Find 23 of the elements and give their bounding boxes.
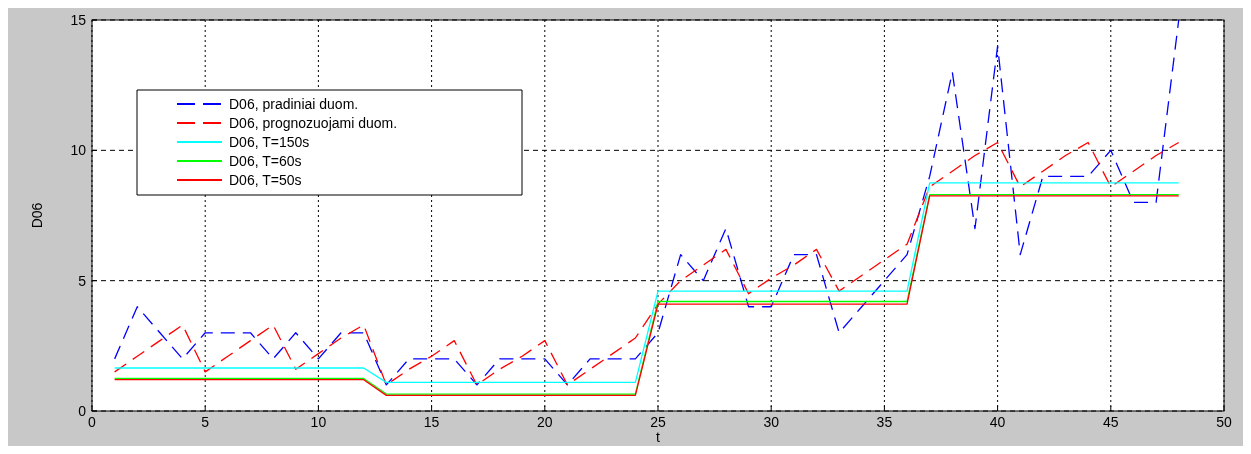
x-axis-title: t bbox=[656, 429, 661, 445]
legend-label: D06, prognozuojami duom. bbox=[229, 115, 398, 131]
line-series bbox=[113, 19, 1180, 386]
y-tick-label: 15 bbox=[70, 12, 87, 28]
legend-label: D06, T=50s bbox=[229, 172, 302, 188]
x-tick-label: 25 bbox=[650, 414, 666, 430]
y-tick-label: 10 bbox=[70, 142, 87, 159]
legend-label: D06, T=60s bbox=[229, 153, 302, 169]
x-tick-label: 45 bbox=[1103, 414, 1119, 430]
x-tick-label: 0 bbox=[88, 414, 97, 430]
y-tick-label: 5 bbox=[78, 272, 87, 289]
y-tick-label: 0 bbox=[78, 403, 87, 419]
legend-label: D06, pradiniai duom. bbox=[229, 96, 359, 112]
x-tick-label: 40 bbox=[989, 414, 1006, 430]
x-tick-label: 10 bbox=[310, 414, 327, 430]
x-tick-label: 50 bbox=[1216, 414, 1232, 430]
x-tick-label: 30 bbox=[763, 414, 780, 430]
y-axis-title: D06 bbox=[29, 202, 45, 229]
x-tick-label: 20 bbox=[537, 414, 553, 430]
x-tick-label: 15 bbox=[423, 414, 440, 430]
x-tick-label: 35 bbox=[876, 414, 893, 430]
x-tick-label: 5 bbox=[201, 414, 210, 430]
legend-label: D06, T=150s bbox=[229, 134, 310, 150]
